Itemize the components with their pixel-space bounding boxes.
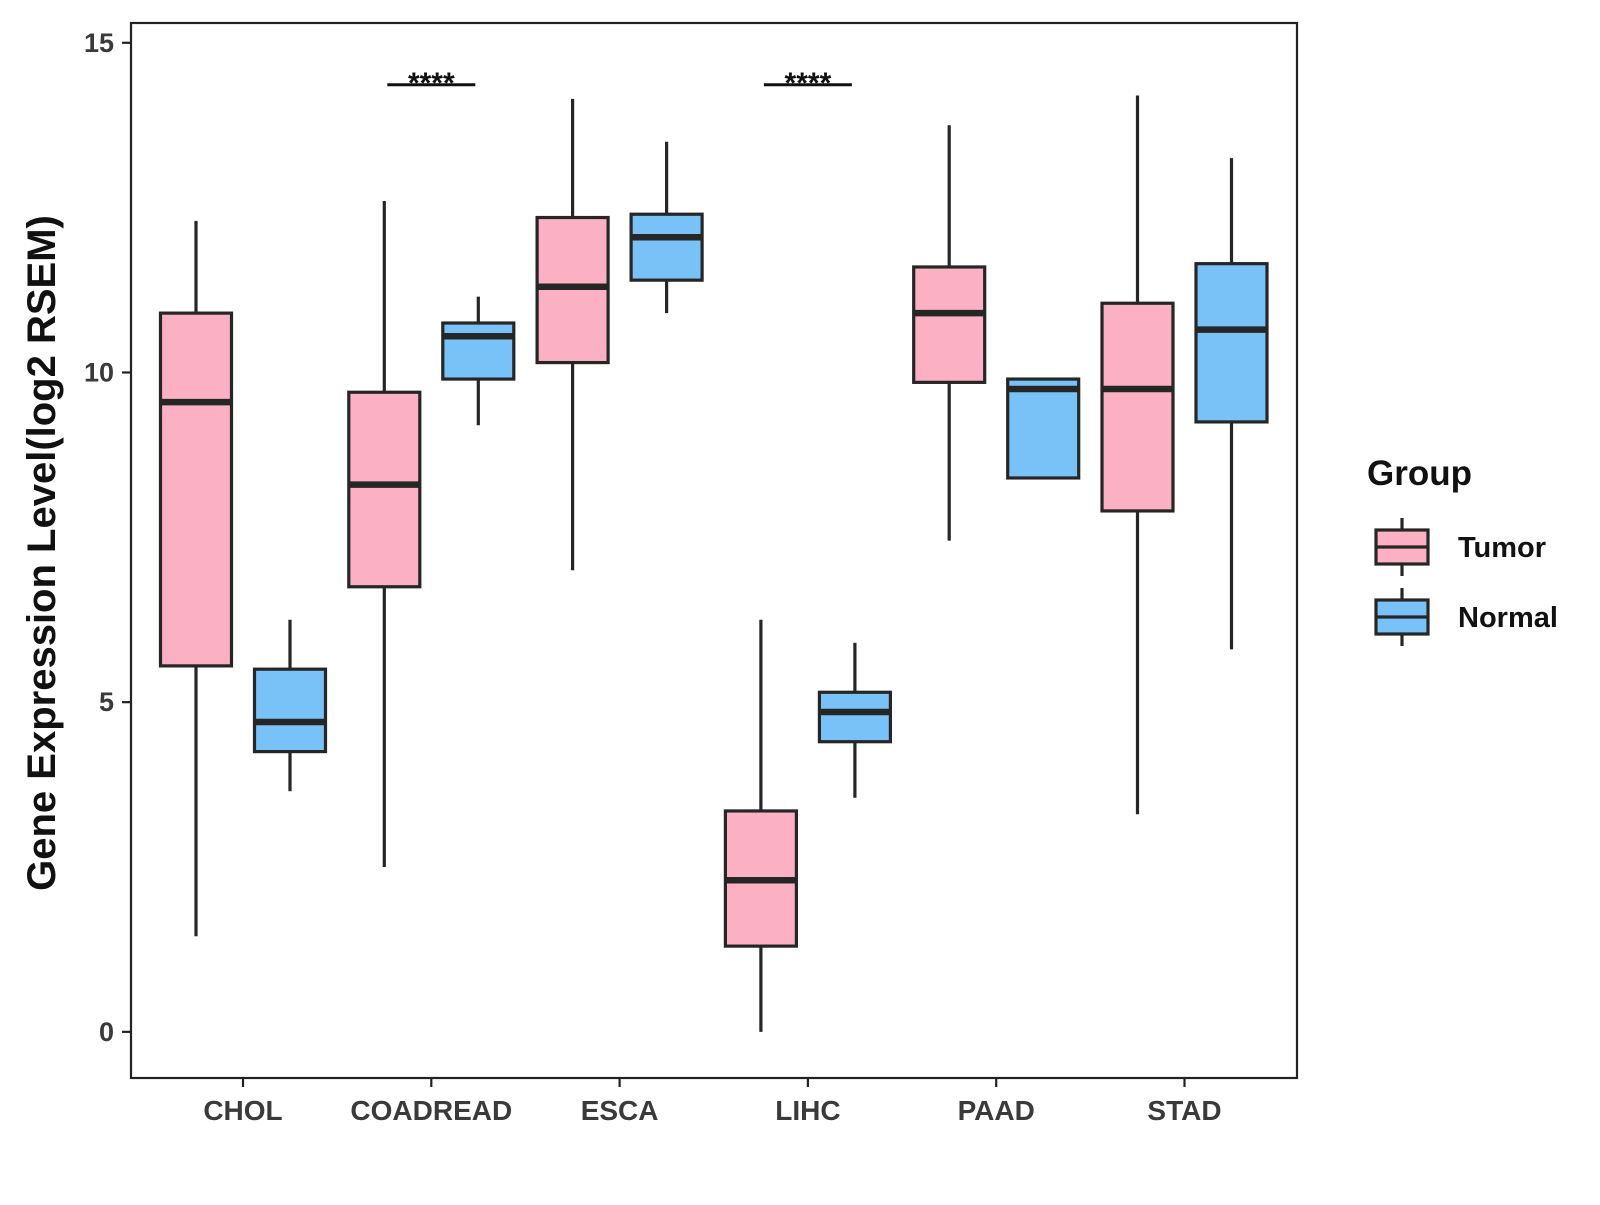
y-axis-title: Gene Expression Level(log2 RSEM) [20, 215, 64, 891]
box-tumor-esca [535, 98, 610, 571]
x-tick-label: STAD [1147, 1095, 1221, 1126]
box-body [912, 265, 987, 384]
x-tick-label: LIHC [775, 1095, 840, 1126]
box-body [252, 667, 328, 754]
y-tick-label: 0 [99, 1017, 114, 1047]
box-body [441, 321, 516, 381]
box-body [1194, 262, 1269, 424]
box-body [1100, 301, 1175, 513]
significance-label: **** [785, 67, 832, 100]
box-normal-paad [1006, 377, 1081, 480]
legend-label-normal: Normal [1458, 602, 1558, 634]
y-axis: 0 5 10 15 [84, 28, 131, 1047]
box-series [158, 95, 1269, 1032]
box-body [535, 215, 610, 365]
significance-label: **** [408, 67, 455, 100]
x-tick-label: COADREAD [350, 1095, 512, 1126]
box-body [817, 690, 893, 744]
x-tick-label: PAAD [958, 1095, 1035, 1126]
box-tumor-chol [158, 220, 234, 937]
x-tick-label: CHOL [203, 1095, 282, 1126]
box-normal-esca [629, 141, 704, 314]
box-body [629, 212, 704, 282]
plot-panel [129, 21, 1299, 1080]
box-normal-chol [252, 619, 328, 792]
box-normal-stad [1194, 158, 1269, 650]
box-tumor-coadread [347, 201, 422, 867]
y-tick-label: 10 [84, 357, 114, 387]
box-body [1006, 377, 1081, 480]
box-body [347, 390, 422, 589]
box-tumor-lihc [723, 619, 799, 1032]
box-body [158, 311, 234, 668]
significance-annotations: **** **** [387, 67, 852, 100]
legend: Group Tumor Normal [1367, 454, 1558, 646]
legend-key-normal [1374, 588, 1430, 646]
legend-title: Group [1367, 454, 1472, 493]
x-axis: CHOL COADREAD ESCA LIHC PAAD STAD [203, 1078, 1222, 1126]
x-tick-label: ESCA [581, 1095, 659, 1126]
legend-label-tumor: Tumor [1458, 532, 1546, 564]
y-tick-label: 5 [99, 687, 114, 717]
y-tick-label: 15 [84, 28, 114, 58]
box-tumor-stad [1100, 95, 1175, 815]
box-normal-coadread [441, 296, 516, 426]
legend-key-tumor [1374, 518, 1430, 576]
box-tumor-paad [912, 125, 987, 541]
box-normal-lihc [817, 642, 893, 798]
